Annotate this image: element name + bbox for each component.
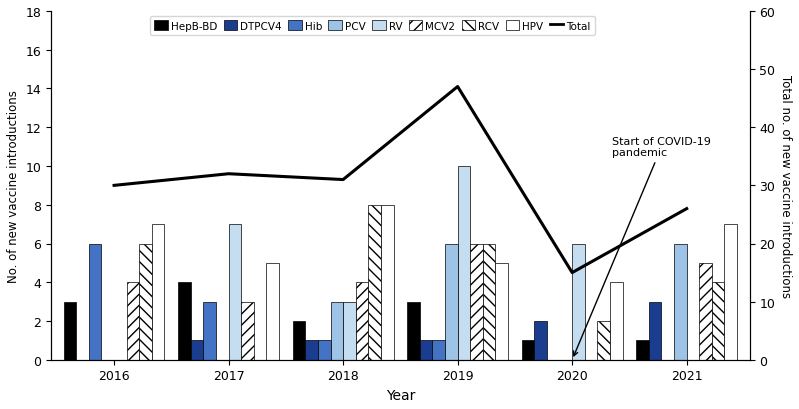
Y-axis label: No. of new vaccine introductions: No. of new vaccine introductions [7,90,20,282]
Bar [152,225,165,360]
Bar [445,244,458,360]
Bar [356,283,368,360]
Bar [610,283,622,360]
Bar [331,302,343,360]
Bar [649,302,662,360]
Bar [266,263,279,360]
Bar [535,321,547,360]
Bar [89,244,101,360]
Bar [407,302,419,360]
Bar [636,341,649,360]
Bar [458,166,471,360]
Bar [725,225,737,360]
Total [567,270,577,275]
Bar [178,283,191,360]
Bar [598,321,610,360]
Bar [699,263,712,360]
Bar [204,302,216,360]
Bar [241,302,254,360]
Total [224,172,233,177]
Y-axis label: Total no. of new vaccine introductions: Total no. of new vaccine introductions [779,74,792,297]
Bar [572,244,585,360]
Bar [471,244,483,360]
Total [338,178,348,182]
Bar [127,283,139,360]
Bar [191,341,204,360]
Bar [139,244,152,360]
Bar [381,205,394,360]
Bar [343,302,356,360]
Bar [64,302,76,360]
Bar [522,341,535,360]
Line: Total: Total [114,87,686,273]
Text: Start of COVID-19
pandemic: Start of COVID-19 pandemic [574,137,711,356]
Bar [495,263,508,360]
Bar [368,205,381,360]
Bar [292,321,305,360]
Bar [419,341,432,360]
Legend: HepB-BD, DTPCV4, Hib, PCV, RV, MCV2, RCV, HPV, Total: HepB-BD, DTPCV4, Hib, PCV, RV, MCV2, RCV… [150,17,594,36]
Bar [712,283,725,360]
Bar [318,341,331,360]
Bar [432,341,445,360]
Total [682,207,691,211]
Total [453,85,463,90]
Total [109,184,119,189]
Bar [483,244,495,360]
X-axis label: Year: Year [386,388,415,402]
Bar [305,341,318,360]
Bar [674,244,686,360]
Bar [229,225,241,360]
